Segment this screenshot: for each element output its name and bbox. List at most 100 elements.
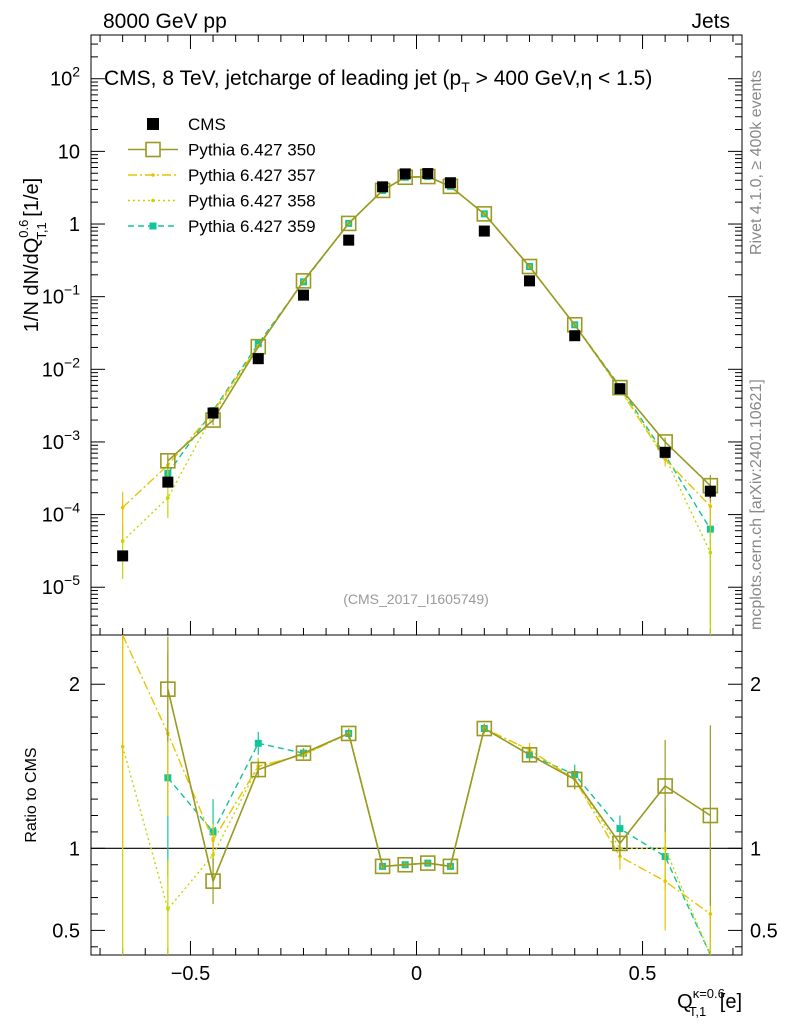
series-marker-dot xyxy=(708,504,713,509)
series-marker-dot xyxy=(708,550,713,555)
ratio-marker-open-square xyxy=(205,873,221,889)
legend-marker-dot xyxy=(151,198,155,203)
mcplots-label: mcplots.cern.ch [arXiv:2401.10621] xyxy=(748,379,765,630)
y-tick-base: 10 xyxy=(42,432,64,454)
legend-marker-square xyxy=(149,222,157,230)
cms-data-point xyxy=(117,550,129,562)
series-marker-open-square xyxy=(340,215,357,232)
plot-title: CMS, 8 TeV, jetcharge of leading jet (pT… xyxy=(104,67,652,95)
ratio-marker-square xyxy=(616,825,624,833)
rivet-label: Rivet 4.1.0, ≥ 400k events xyxy=(748,70,765,255)
cms-data-point xyxy=(252,353,264,365)
y-tick-label: 10−1 xyxy=(42,282,80,309)
cms-data-point xyxy=(162,476,174,488)
y-axis-label-sub: T,1 xyxy=(34,222,49,239)
y-tick-base: 10 xyxy=(42,359,64,381)
legend-label: Pythia 6.427 357 xyxy=(188,166,316,185)
y-axis-label-sup: 0.6 xyxy=(16,220,31,238)
header-right: Jets xyxy=(691,10,730,33)
legend-label: Pythia 6.427 350 xyxy=(188,141,316,160)
ratio-marker-open-square xyxy=(702,807,719,824)
series-marker-open-square xyxy=(521,258,538,275)
ratio-line-4 xyxy=(167,727,712,956)
plot-title-rest: > 400 GeV,η < 1.5) xyxy=(470,67,653,90)
series-marker-open-square xyxy=(160,453,176,469)
ratio-marker-open-square xyxy=(374,858,391,875)
legend: CMS Pythia 6.427 350 Pythia 6.427 357 Pythi… xyxy=(128,115,316,236)
cms-data-point xyxy=(478,225,490,237)
legend-marker-dot xyxy=(151,173,155,177)
cms-data-point xyxy=(659,446,671,458)
ratio-tick-label-right: 0.5 xyxy=(750,920,778,942)
ratio-marker-open-square xyxy=(250,761,267,778)
x-tick-label: −0.5 xyxy=(171,963,210,985)
cms-data-point xyxy=(704,485,716,497)
ratio-marker-open-square xyxy=(295,745,312,761)
ratio-marker-open-square xyxy=(566,771,583,788)
ratio-marker-open-square xyxy=(340,725,357,742)
analysis-id: (CMS_2017_I1605749) xyxy=(343,591,489,607)
series-marker-dot xyxy=(166,496,170,500)
ratio-tick-label-left: 2 xyxy=(69,674,80,696)
y-tick-exponent: −1 xyxy=(64,282,80,298)
series-marker-dot xyxy=(663,457,667,461)
cms-data-point xyxy=(377,181,389,193)
cms-data-point xyxy=(207,407,219,419)
y-tick-base: 10 xyxy=(42,577,64,599)
x-axis-label-sub: T,1 xyxy=(689,1004,706,1019)
legend-marker-cms xyxy=(147,118,159,130)
y-axis-label-main: 1/N dN/dQ xyxy=(21,238,43,332)
ratio-y-axis-label: Ratio to CMS xyxy=(23,747,40,842)
plot-title-sub: T xyxy=(461,79,470,95)
y-tick-label: 1 xyxy=(69,214,80,236)
y-tick-base: 10 xyxy=(42,287,64,309)
y-tick-base: 10 xyxy=(42,505,64,527)
y-tick-exponent: −3 xyxy=(64,427,80,443)
y-tick-exponent: −4 xyxy=(64,500,80,516)
series-marker-open-square xyxy=(295,273,312,289)
ratio-marker-open-square xyxy=(657,778,673,794)
ratio-axes: −0.5 0 0.5 2 2 1 1 0.5 0.5 xyxy=(52,650,778,985)
ratio-marker-open-square xyxy=(397,856,413,873)
ratio-marker-open-square xyxy=(612,835,628,852)
y-tick-exponent: −2 xyxy=(64,354,80,370)
series-marker-square xyxy=(254,340,262,348)
y-tick-label: 10−5 xyxy=(42,572,80,599)
legend-label: Pythia 6.427 359 xyxy=(188,217,316,236)
series-marker-open-square xyxy=(476,206,493,222)
x-tick-label: 0 xyxy=(411,963,422,985)
ratio-marker-open-square xyxy=(420,855,436,871)
ratio-marker-open-square xyxy=(476,720,493,737)
x-tick-label: 0.5 xyxy=(629,963,657,985)
cms-data-point xyxy=(524,275,536,287)
ratio-marker-dot xyxy=(708,912,713,916)
main-series xyxy=(117,168,719,635)
y-tick-label: 10 xyxy=(58,141,80,163)
ratio-marker-dot xyxy=(211,838,215,842)
series-marker-dot xyxy=(120,505,125,510)
y-tick-label: 10−3 xyxy=(42,427,80,454)
cms-data-point xyxy=(343,234,355,246)
ratio-marker-dot xyxy=(663,879,667,883)
y-tick-label: 102 xyxy=(50,64,80,91)
ratio-marker-open-square xyxy=(160,681,176,697)
cms-data-point xyxy=(399,168,411,180)
legend-label: CMS xyxy=(188,115,226,134)
y-tick-label: 10−2 xyxy=(42,354,80,381)
y-tick-label: 10−4 xyxy=(42,500,80,527)
cms-data-point xyxy=(614,383,626,395)
y-axis-label: 1/N dN/dQ0.6 T,1 [1/e] xyxy=(16,178,49,332)
ratio-tick-label-left: 0.5 xyxy=(52,920,80,942)
legend-label: Pythia 6.427 358 xyxy=(188,192,316,211)
ratio-marker-open-square xyxy=(521,746,538,763)
x-axis-label: Qκ=0.6 T,1 [e] xyxy=(677,986,742,1019)
y-axis-label-unit: [1/e] xyxy=(21,178,43,222)
series-marker-open-square xyxy=(612,379,628,396)
cms-data-point xyxy=(297,289,309,301)
ratio-tick-label-left: 1 xyxy=(69,838,80,860)
y-tick-base: 10 xyxy=(50,69,72,91)
header-left: 8000 GeV pp xyxy=(103,10,227,33)
x-axis-label-sup: κ=0.6 xyxy=(693,986,725,1001)
